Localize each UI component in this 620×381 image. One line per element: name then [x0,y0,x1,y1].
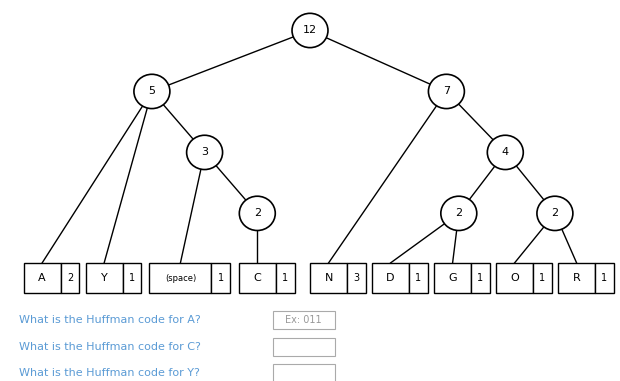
FancyBboxPatch shape [86,263,123,293]
Ellipse shape [441,196,477,231]
FancyBboxPatch shape [310,263,347,293]
Ellipse shape [187,135,223,170]
Ellipse shape [537,196,573,231]
Ellipse shape [292,13,328,48]
Text: 12: 12 [303,26,317,35]
FancyBboxPatch shape [434,263,471,293]
Text: D: D [386,273,395,283]
Text: 1: 1 [415,273,422,283]
Text: 3: 3 [201,147,208,157]
Text: (space): (space) [165,274,196,283]
Text: 5: 5 [148,86,156,96]
Ellipse shape [134,74,170,109]
Ellipse shape [239,196,275,231]
FancyBboxPatch shape [273,311,335,329]
Text: 7: 7 [443,86,450,96]
FancyBboxPatch shape [24,263,61,293]
FancyBboxPatch shape [409,263,428,293]
Text: 1: 1 [539,273,546,283]
Text: 2: 2 [67,273,73,283]
Text: A: A [38,273,46,283]
FancyBboxPatch shape [347,263,366,293]
Text: What is the Huffman code for Y?: What is the Huffman code for Y? [19,368,200,378]
FancyBboxPatch shape [239,263,276,293]
FancyBboxPatch shape [471,263,490,293]
Text: 1: 1 [282,273,288,283]
FancyBboxPatch shape [372,263,409,293]
Ellipse shape [428,74,464,109]
FancyBboxPatch shape [61,263,79,293]
Text: Y: Y [101,273,107,283]
Text: 2: 2 [551,208,559,218]
Text: G: G [448,273,457,283]
FancyBboxPatch shape [273,364,335,381]
Text: 3: 3 [353,273,360,283]
Ellipse shape [487,135,523,170]
Text: 4: 4 [502,147,509,157]
Text: What is the Huffman code for C?: What is the Huffman code for C? [19,342,200,352]
Text: 2: 2 [455,208,463,218]
FancyBboxPatch shape [211,263,230,293]
Text: Ex: 011: Ex: 011 [285,315,322,325]
FancyBboxPatch shape [533,263,552,293]
FancyBboxPatch shape [273,338,335,356]
Text: 2: 2 [254,208,261,218]
Text: 1: 1 [601,273,608,283]
Text: 1: 1 [477,273,484,283]
FancyBboxPatch shape [558,263,595,293]
Text: R: R [573,273,580,283]
FancyBboxPatch shape [276,263,294,293]
Text: 1: 1 [129,273,135,283]
FancyBboxPatch shape [123,263,141,293]
Text: 1: 1 [218,273,224,283]
FancyBboxPatch shape [149,263,211,293]
Text: N: N [324,273,333,283]
Text: C: C [254,273,261,283]
Text: What is the Huffman code for A?: What is the Huffman code for A? [19,315,200,325]
FancyBboxPatch shape [595,263,614,293]
FancyBboxPatch shape [496,263,533,293]
Text: O: O [510,273,519,283]
